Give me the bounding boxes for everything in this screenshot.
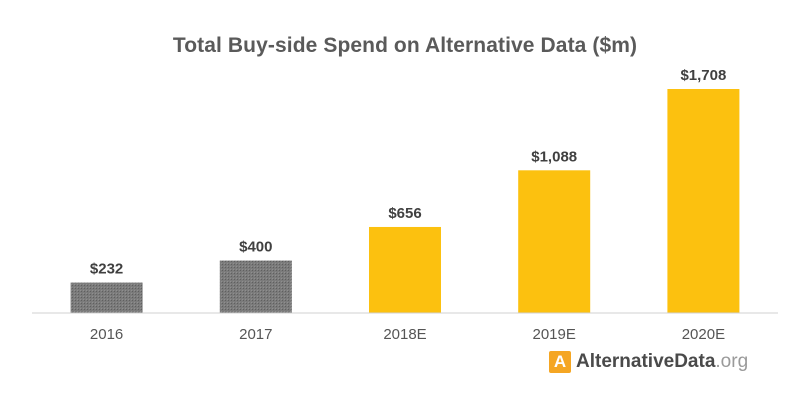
data-label-2018E: $656: [388, 205, 421, 222]
brand-logo-icon: A: [549, 351, 571, 373]
labels-group: $232 2016 $400 2017 $656 2018E $1,088 2019E $1,7…: [90, 67, 726, 343]
data-label-2020E: $1,708: [680, 67, 726, 84]
brand-tld: .org: [715, 351, 749, 372]
brand-watermark: A AlternativeData .org: [549, 350, 748, 374]
bar-2018E: [369, 226, 441, 313]
x-tick-label-2020E: 2020E: [682, 326, 725, 343]
bar-2020E: [667, 89, 740, 313]
x-tick-label-2017: 2017: [239, 326, 272, 343]
bar-2017: [219, 260, 292, 313]
x-tick-label-2018E: 2018E: [383, 326, 426, 343]
bar-2016: [70, 282, 143, 313]
x-tick-label-2019E: 2019E: [533, 326, 576, 343]
data-label-2016: $232: [90, 261, 123, 278]
x-tick-label-2016: 2016: [90, 326, 123, 343]
chart-title: Total Buy-side Spend on Alternative Data…: [172, 34, 638, 57]
bars-group: [70, 89, 740, 313]
bar-2019E: [518, 170, 591, 313]
data-label-2019E: $1,088: [531, 148, 577, 165]
brand-name: AlternativeData: [576, 351, 716, 372]
data-label-2017: $400: [239, 239, 272, 256]
